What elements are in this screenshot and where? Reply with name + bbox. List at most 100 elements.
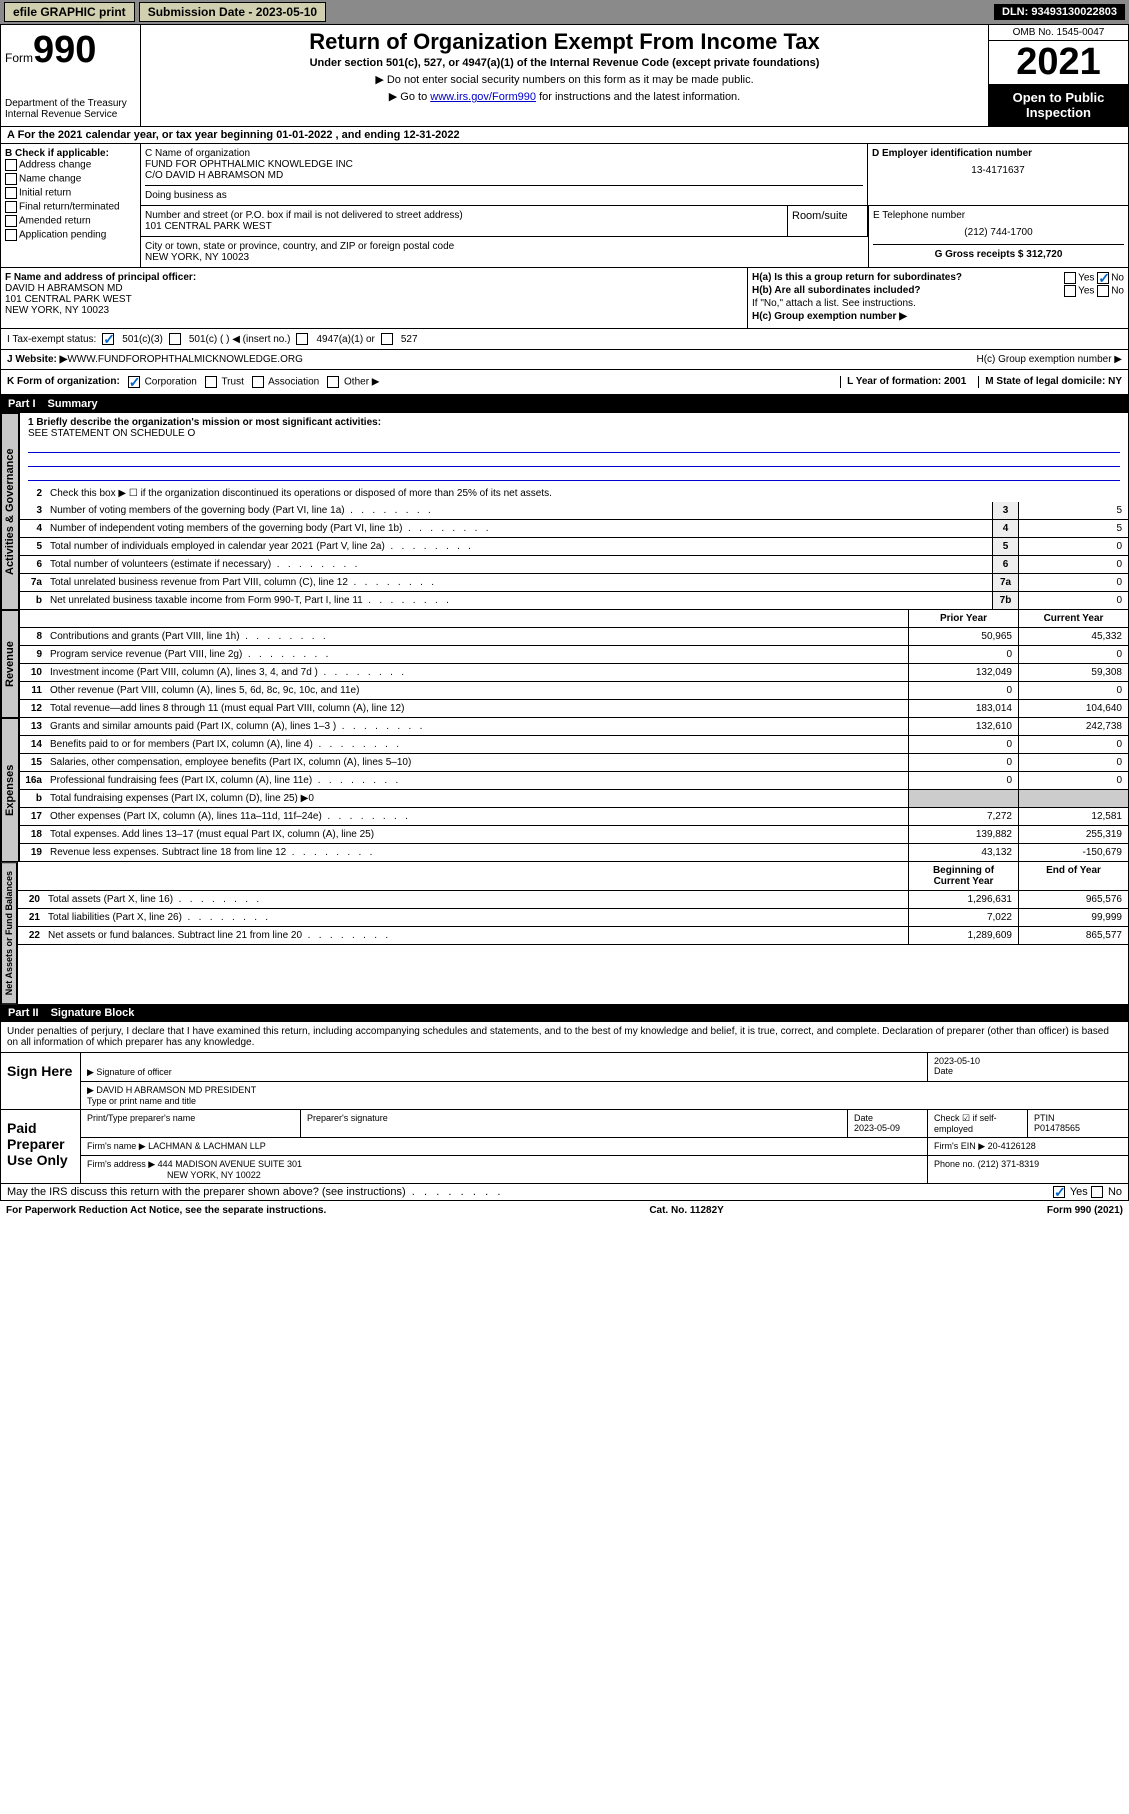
net-assets-section: Net Assets or Fund Balances Beginning of… (0, 862, 1129, 1004)
line-12-current: 104,640 (1018, 700, 1128, 717)
form-header-right: OMB No. 1545-0047 2021 Open to Public In… (988, 25, 1128, 126)
form-word: Form (5, 51, 33, 65)
form-number: 990 (33, 29, 96, 72)
phone-gross-block: E Telephone number (212) 744-1700 G Gros… (868, 206, 1128, 267)
ein-value: 13-4171637 (872, 165, 1124, 176)
officer-name: DAVID H ABRAMSON MD PRESIDENT (96, 1085, 256, 1095)
block-b-c: B Check if applicable: Address change Na… (0, 144, 1129, 268)
preparer-date: 2023-05-09 (854, 1123, 900, 1133)
check-527[interactable] (381, 333, 393, 345)
omb-number: OMB No. 1545-0047 (989, 25, 1128, 41)
governance-tab: Activities & Governance (1, 413, 19, 610)
form-title: Return of Organization Exempt From Incom… (145, 29, 984, 55)
may-yes[interactable] (1053, 1186, 1065, 1198)
may-no[interactable] (1091, 1186, 1103, 1198)
city-value: NEW YORK, NY 10023 (145, 252, 864, 263)
line-8-prior: 50,965 (908, 628, 1018, 645)
line-22-eoy: 865,577 (1018, 927, 1128, 944)
paid-preparer-block: Paid Preparer Use Only Print/Type prepar… (0, 1110, 1129, 1184)
line-19-prior: 43,132 (908, 844, 1018, 861)
check-final-return[interactable]: Final return/terminated (5, 201, 136, 213)
form-subtitle: Under section 501(c), 527, or 4947(a)(1)… (145, 57, 984, 69)
line-15-current: 0 (1018, 754, 1128, 771)
check-name-change[interactable]: Name change (5, 173, 136, 185)
check-501c[interactable] (169, 333, 181, 345)
line-3-value: 5 (1018, 502, 1128, 519)
street-block: Number and street (or P.O. box if mail i… (141, 206, 788, 236)
topbar: efile GRAPHIC print Submission Date - 20… (0, 0, 1129, 24)
mission-text: SEE STATEMENT ON SCHEDULE O (28, 428, 1120, 439)
firm-address: 444 MADISON AVENUE SUITE 301 (158, 1159, 302, 1169)
line-15-prior: 0 (908, 754, 1018, 771)
line-22-boy: 1,289,609 (908, 927, 1018, 944)
check-501c3[interactable] (102, 333, 114, 345)
paperwork-notice: For Paperwork Reduction Act Notice, see … (6, 1205, 326, 1216)
line-14-prior: 0 (908, 736, 1018, 753)
check-4947[interactable] (296, 333, 308, 345)
phone-value: (212) 744-1700 (873, 227, 1124, 238)
org-name: FUND FOR OPHTHALMIC KNOWLEDGE INC (145, 159, 863, 170)
line-14-current: 0 (1018, 736, 1128, 753)
expenses-tab: Expenses (1, 718, 19, 862)
check-corporation[interactable] (128, 376, 140, 388)
line-11-current: 0 (1018, 682, 1128, 699)
efile-button[interactable]: efile GRAPHIC print (4, 2, 135, 22)
form-header: Form 990 Department of the Treasury Inte… (0, 24, 1129, 127)
line-18-prior: 139,882 (908, 826, 1018, 843)
firm-phone: (212) 371-8319 (978, 1159, 1040, 1169)
ein-block: D Employer identification number 13-4171… (868, 144, 1128, 205)
line-11-prior: 0 (908, 682, 1018, 699)
column-c: C Name of organization FUND FOR OPHTHALM… (141, 144, 1128, 267)
column-b-checkboxes: B Check if applicable: Address change Na… (1, 144, 141, 267)
check-initial-return[interactable]: Initial return (5, 187, 136, 199)
line-20-boy: 1,296,631 (908, 891, 1018, 908)
line-18-current: 255,319 (1018, 826, 1128, 843)
line-17-prior: 7,272 (908, 808, 1018, 825)
org-name-block: C Name of organization FUND FOR OPHTHALM… (141, 144, 868, 205)
check-address-change[interactable]: Address change (5, 159, 136, 171)
line-10-prior: 132,049 (908, 664, 1018, 681)
submission-date-button[interactable]: Submission Date - 2023-05-10 (139, 2, 326, 22)
ptin-value: P01478565 (1034, 1123, 1080, 1133)
mission-block: 1 Briefly describe the organization's mi… (20, 413, 1128, 485)
line-21-eoy: 99,999 (1018, 909, 1128, 926)
line-16a-prior: 0 (908, 772, 1018, 789)
row-a-tax-year: A For the 2021 calendar year, or tax yea… (0, 127, 1129, 144)
expenses-section: Expenses 13Grants and similar amounts pa… (0, 718, 1129, 862)
form-header-center: Return of Organization Exempt From Incom… (141, 25, 988, 126)
firm-name: LACHMAN & LACHMAN LLP (148, 1141, 266, 1151)
city-block: City or town, state or province, country… (141, 237, 868, 267)
line-7b-value: 0 (1018, 592, 1128, 609)
dln-label: DLN: 93493130022803 (994, 4, 1125, 20)
website-value: WWW.FUNDFOROPHTHALMICKNOWLEDGE.ORG (67, 354, 303, 365)
line-21-boy: 7,022 (908, 909, 1018, 926)
block-f-h: F Name and address of principal officer:… (0, 268, 1129, 329)
revenue-section: Revenue Prior YearCurrent Year 8Contribu… (0, 610, 1129, 718)
principal-officer: F Name and address of principal officer:… (1, 268, 748, 328)
check-application-pending[interactable]: Application pending (5, 229, 136, 241)
part-1-header: Part I Summary (0, 395, 1129, 413)
form-header-left: Form 990 Department of the Treasury Inte… (1, 25, 141, 126)
check-association[interactable] (252, 376, 264, 388)
sign-here-label: Sign Here (1, 1053, 81, 1109)
street-value: 101 CENTRAL PARK WEST (145, 221, 783, 232)
firm-ein: 20-4126128 (988, 1141, 1036, 1151)
check-trust[interactable] (205, 376, 217, 388)
check-other[interactable] (327, 376, 339, 388)
room-suite: Room/suite (788, 206, 868, 236)
line-12-prior: 183,014 (908, 700, 1018, 717)
line-7a-value: 0 (1018, 574, 1128, 591)
form-organization-row: K Form of organization: Corporation Trus… (0, 370, 1129, 395)
line-5-value: 0 (1018, 538, 1128, 555)
sign-here-block: Sign Here ▶ Signature of officer 2023-05… (0, 1053, 1129, 1110)
line-4-value: 5 (1018, 520, 1128, 537)
line-13-current: 242,738 (1018, 718, 1128, 735)
line-8-current: 45,332 (1018, 628, 1128, 645)
line-9-prior: 0 (908, 646, 1018, 663)
irs-link[interactable]: www.irs.gov/Form990 (430, 91, 536, 103)
form-note-2: ▶ Go to www.irs.gov/Form990 for instruct… (145, 90, 984, 103)
check-amended-return[interactable]: Amended return (5, 215, 136, 227)
part-2-header: Part II Signature Block (0, 1004, 1129, 1022)
line-17-current: 12,581 (1018, 808, 1128, 825)
page-footer: For Paperwork Reduction Act Notice, see … (0, 1201, 1129, 1220)
